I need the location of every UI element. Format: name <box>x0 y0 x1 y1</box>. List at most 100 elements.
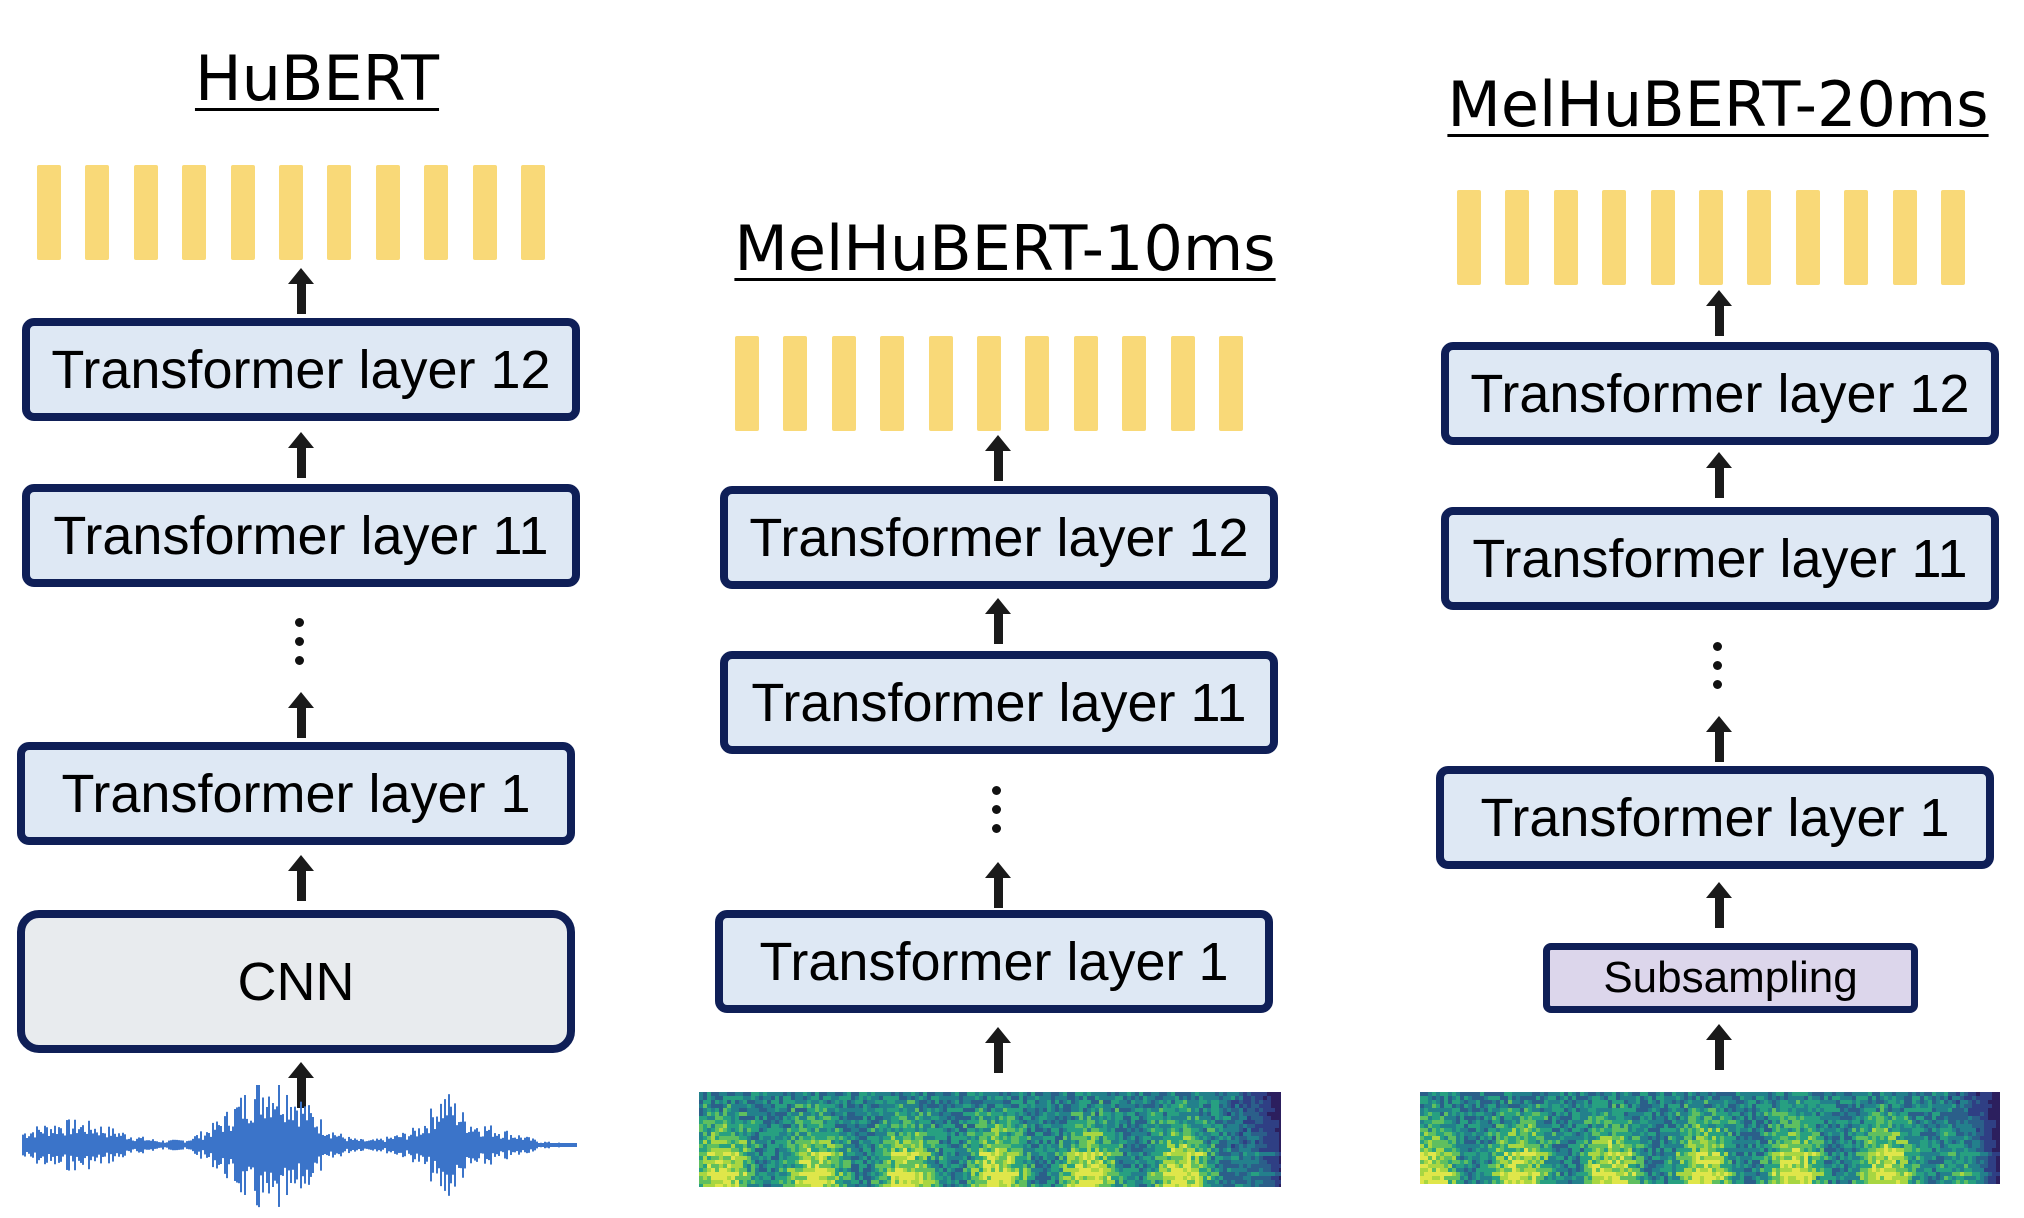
spectrogram-cell <box>1119 1156 1123 1160</box>
spectrogram-cell <box>1436 1104 1440 1108</box>
spectrogram-cell <box>727 1108 731 1112</box>
spectrogram-cell <box>1111 1168 1115 1172</box>
spectrogram-cell <box>711 1120 715 1124</box>
spectrogram-cell <box>1235 1176 1239 1180</box>
spectrogram-cell <box>811 1112 815 1116</box>
spectrogram-cell <box>1556 1156 1560 1160</box>
spectrogram-cell <box>1255 1144 1259 1148</box>
spectrogram-cell <box>1167 1132 1171 1136</box>
spectrogram-cell <box>787 1180 791 1184</box>
spectrogram-cell <box>1027 1156 1031 1160</box>
spectrogram-cell <box>1211 1152 1215 1156</box>
spectrogram-cell <box>1099 1116 1103 1120</box>
spectrogram-cell <box>911 1100 915 1104</box>
spectrogram-cell <box>751 1112 755 1116</box>
spectrogram-cell <box>847 1136 851 1140</box>
spectrogram-cell <box>755 1108 759 1112</box>
spectrogram-cell <box>747 1144 751 1148</box>
waveform-bar <box>206 1132 208 1158</box>
spectrogram-cell <box>1011 1144 1015 1148</box>
spectrogram-cell <box>923 1164 927 1168</box>
spectrogram-cell <box>739 1136 743 1140</box>
spectrogram-cell <box>767 1172 771 1176</box>
spectrogram-cell <box>1448 1176 1452 1180</box>
spectrogram-cell <box>1111 1172 1115 1176</box>
spectrogram-cell <box>771 1160 775 1164</box>
spectrogram-cell <box>1480 1180 1484 1184</box>
spectrogram-cell <box>1596 1136 1600 1140</box>
spectrogram-cell <box>1059 1172 1063 1176</box>
spectrogram-cell <box>751 1108 755 1112</box>
spectrogram-cell <box>1468 1180 1472 1184</box>
spectrogram-cell <box>1211 1116 1215 1120</box>
spectrogram-cell <box>1436 1168 1440 1172</box>
spectrogram-cell <box>719 1132 723 1136</box>
spectrogram-cell <box>927 1116 931 1120</box>
spectrogram-cell <box>1520 1148 1524 1152</box>
spectrogram-cell <box>1107 1160 1111 1164</box>
spectrogram-cell <box>943 1108 947 1112</box>
spectrogram-cell <box>1151 1100 1155 1104</box>
spectrogram-cell <box>1420 1156 1424 1160</box>
spectrogram-cell <box>955 1128 959 1132</box>
spectrogram-cell <box>1532 1148 1536 1152</box>
spectrogram-cell <box>1568 1100 1572 1104</box>
spectrogram-cell <box>1584 1124 1588 1128</box>
waveform-bar <box>382 1140 384 1150</box>
spectrogram-cell <box>1043 1092 1047 1096</box>
spectrogram-cell <box>1436 1180 1440 1184</box>
waveform-bar <box>544 1141 546 1149</box>
spectrogram-cell <box>1596 1116 1600 1120</box>
spectrogram-cell <box>983 1120 987 1124</box>
spectrogram-cell <box>979 1156 983 1160</box>
spectrogram-cell <box>1428 1160 1432 1164</box>
spectrogram-cell <box>1199 1112 1203 1116</box>
spectrogram-cell <box>1087 1116 1091 1120</box>
spectrogram-cell <box>1015 1144 1019 1148</box>
spectrogram-cell <box>915 1172 919 1176</box>
spectrogram-cell <box>1027 1164 1031 1168</box>
spectrogram-cell <box>1171 1100 1175 1104</box>
spectrogram-cell <box>731 1172 735 1176</box>
spectrogram-cell <box>1540 1136 1544 1140</box>
spectrogram-cell <box>1456 1120 1460 1124</box>
waveform-bar <box>504 1131 506 1159</box>
spectrogram-cell <box>1195 1100 1199 1104</box>
spectrogram-cell <box>859 1140 863 1144</box>
spectrogram-cell <box>911 1136 915 1140</box>
spectrogram-cell <box>1544 1128 1548 1132</box>
spectrogram-cell <box>1452 1160 1456 1164</box>
spectrogram-cell <box>875 1132 879 1136</box>
spectrogram-cell <box>1227 1180 1231 1184</box>
spectrogram-cell <box>1171 1092 1175 1096</box>
waveform-bar <box>322 1134 324 1156</box>
spectrogram-cell <box>839 1132 843 1136</box>
spectrogram-cell <box>1019 1172 1023 1176</box>
spectrogram-cell <box>1183 1104 1187 1108</box>
waveform-bar <box>416 1136 418 1154</box>
spectrogram-cell <box>1091 1136 1095 1140</box>
spectrogram-cell <box>1035 1148 1039 1152</box>
spectrogram-cell <box>1536 1108 1540 1112</box>
spectrogram-cell <box>1243 1136 1247 1140</box>
spectrogram-cell <box>1143 1128 1147 1132</box>
spectrogram-cell <box>1259 1136 1263 1140</box>
spectrogram-cell <box>1195 1180 1199 1184</box>
spectrogram-cell <box>935 1168 939 1172</box>
spectrogram-cell <box>1051 1148 1055 1152</box>
spectrogram-cell <box>731 1148 735 1152</box>
spectrogram-cell <box>835 1148 839 1152</box>
spectrogram-cell <box>739 1092 743 1096</box>
spectrogram-cell <box>1227 1172 1231 1176</box>
spectrogram-cell <box>915 1096 919 1100</box>
spectrogram-cell <box>907 1180 911 1184</box>
spectrogram-cell <box>835 1172 839 1176</box>
spectrogram-cell <box>1259 1164 1263 1168</box>
spectrogram-cell <box>1151 1096 1155 1100</box>
melhubert-20ms-transformer-layer-1: Transformer layer 1 <box>1436 766 1994 869</box>
spectrogram-cell <box>1059 1160 1063 1164</box>
spectrogram-cell <box>1151 1120 1155 1124</box>
spectrogram-cell <box>1516 1156 1520 1160</box>
waveform-bar <box>314 1127 316 1163</box>
spectrogram-cell <box>1576 1144 1580 1148</box>
